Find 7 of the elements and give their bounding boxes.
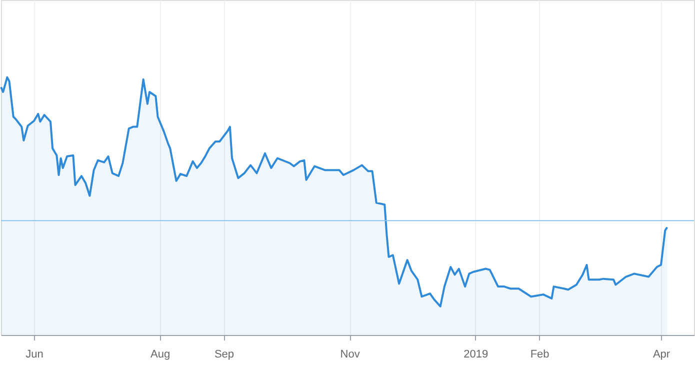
x-tick-label: Apr — [652, 348, 670, 360]
x-tick-label: Feb — [530, 348, 550, 360]
x-tick-label: Nov — [340, 348, 360, 360]
x-tick-label: Sep — [214, 348, 234, 360]
x-tick-label: Aug — [150, 348, 170, 360]
x-tick-label: 2019 — [464, 348, 488, 360]
x-tick-label: Jun — [26, 348, 44, 360]
